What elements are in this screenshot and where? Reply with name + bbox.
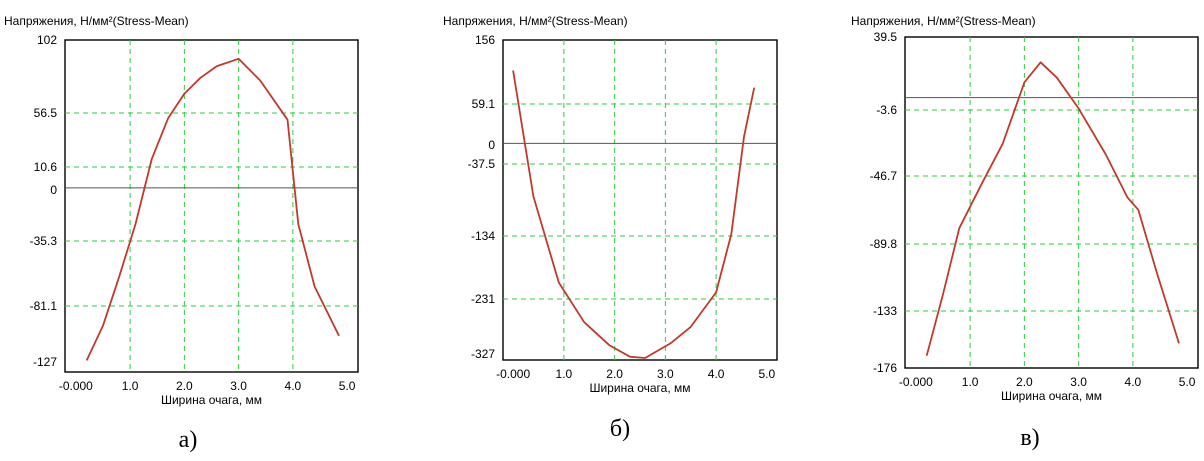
x-tick-label: -0.000 [899,375,933,389]
panel-subtitle: в) [1020,425,1039,451]
panel-subtitle: б) [610,416,630,442]
y-tick-label: -46.7 [870,169,898,183]
y-axis-label: Напряжения, Н/мм²(Stress-Mean) [4,14,189,28]
x-tick-label: 1.0 [962,375,979,389]
y-axis-label: Напряжения, Н/мм²(Stress-Mean) [443,14,628,28]
x-axis-label: Ширина очага, мм [589,381,690,395]
x-tick-label: -0.000 [496,367,530,381]
x-tick-label: 4.0 [285,379,302,393]
y-tick-label: -127 [33,355,57,369]
plot-frame [64,39,359,373]
y-tick-label: -176 [873,361,897,375]
series-line [512,70,756,359]
y-tick-label: 156 [475,33,495,47]
panel-subtitle: а) [179,427,198,453]
chart-panel-1: Напряжения, Н/мм²(Stress-Mean) -0.000 1.0 2… [4,14,359,453]
x-tick-label: 5.0 [759,367,776,381]
x-tick-label: 4.0 [1125,375,1142,389]
y-tick-label: -81.1 [30,299,58,313]
x-axis-label: Ширина очага, мм [161,393,262,407]
x-tick-label: 3.0 [230,379,247,393]
y-tick-label: 39.5 [874,30,898,44]
chart-panel-2: Напряжения, Н/мм²(Stress-Mean) -0.000 1.0 2… [443,14,778,442]
x-tick-label: 2.0 [1016,375,1033,389]
x-tick-label: 5.0 [339,379,356,393]
y-tick-label: 10.6 [34,160,58,174]
x-tick-label: 3.0 [1070,375,1087,389]
y-tick-label: -134 [471,229,495,243]
x-tick-label: 4.0 [708,367,725,381]
y-tick-label: 102 [37,33,57,47]
x-tick-label: 2.0 [176,379,193,393]
y-tick-label: -3.6 [876,103,897,117]
y-tick-label: -327 [471,347,495,361]
x-tick-label: 1.0 [122,379,139,393]
series-line [85,57,340,361]
y-axis-label: Напряжения, Н/мм²(Stress-Mean) [851,14,1036,28]
y-tick-label: -35.3 [30,234,58,248]
y-tick-label: 0 [50,183,57,197]
x-tick-label: -0.000 [59,379,93,393]
plot-frame [502,39,778,361]
chart-panel-3: Напряжения, Н/мм²(Stress-Mean) -0.000 1.0 2… [851,14,1199,451]
x-tick-label: 3.0 [657,367,674,381]
y-tick-label: -133 [873,304,897,318]
y-tick-label: -231 [471,292,495,306]
plot-frame [904,36,1199,369]
y-tick-label: -37.5 [468,157,496,171]
series-line [925,61,1180,356]
x-tick-label: 1.0 [556,367,573,381]
y-tick-label: 0 [488,138,495,152]
x-tick-label: 5.0 [1179,375,1196,389]
x-tick-label: 2.0 [606,367,623,381]
y-tick-label: 59.1 [472,97,496,111]
y-tick-label: -89.8 [870,237,898,251]
y-tick-label: 56.5 [34,106,58,120]
x-axis-label: Ширина очага, мм [1001,389,1102,403]
